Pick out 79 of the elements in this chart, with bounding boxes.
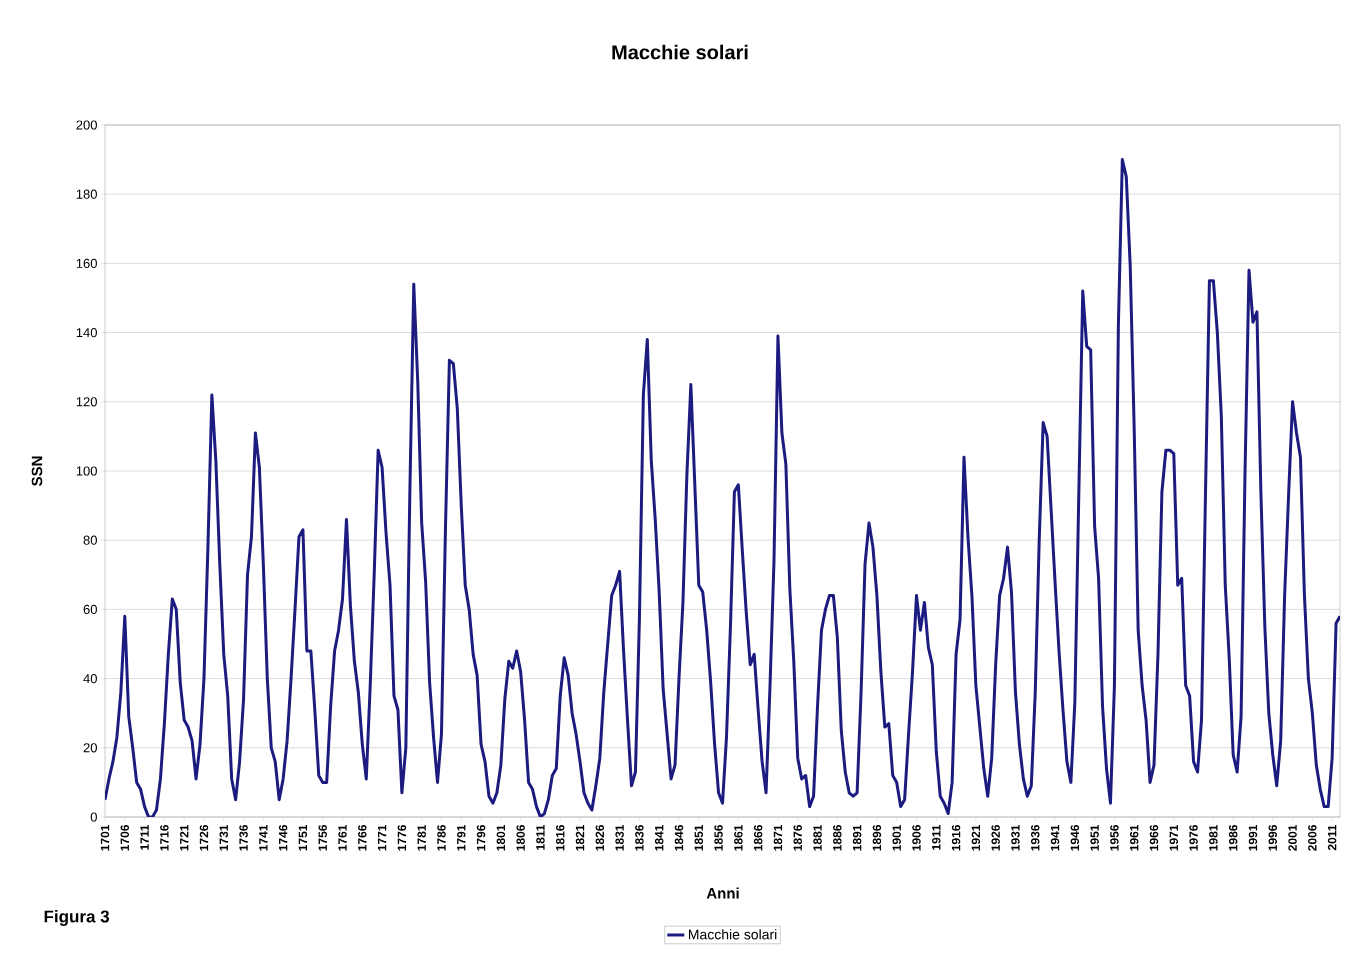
x-tick-label: 1956 (1110, 824, 1119, 851)
y-tick-label: 140 (76, 327, 97, 338)
y-tick-label: 200 (76, 120, 97, 130)
x-tick-label: 1896 (872, 824, 882, 851)
x-tick-label: 1776 (397, 824, 407, 851)
x-tick-label: 1796 (476, 824, 486, 851)
x-tick-label: 1966 (1149, 824, 1159, 851)
legend-label: Macchie solari (688, 929, 777, 940)
x-tick-label: 1951 (1090, 824, 1099, 851)
x-tick-label: 1801 (496, 824, 506, 851)
x-tick-label: 1981 (1209, 824, 1218, 851)
x-tick-label: 1866 (753, 824, 763, 851)
x-tick-label: 1711 (140, 824, 149, 850)
x-tick-label: 1756 (318, 824, 327, 851)
x-tick-label: 1741 (259, 824, 268, 851)
x-tick-label: 1861 (734, 824, 743, 851)
x-tick-label: 1946 (1070, 824, 1080, 851)
x-tick-label: 1871 (773, 824, 783, 851)
y-tick-label: 0 (90, 812, 97, 822)
x-tick-label: 1701 (100, 824, 110, 851)
y-tick-label: 120 (76, 397, 97, 407)
y-tick-label: 20 (83, 743, 97, 753)
y-tick-label: 40 (83, 673, 97, 684)
x-tick-label: 1821 (575, 824, 585, 851)
x-tick-label: 1876 (793, 824, 802, 851)
x-tick-label: 1781 (417, 824, 426, 851)
y-tick-label: 100 (76, 466, 97, 476)
x-tick-label: 1926 (991, 824, 1000, 851)
x-tick-label: 1811 (536, 824, 545, 850)
x-tick-label: 1816 (555, 824, 565, 851)
x-tick-label: 1851 (694, 824, 704, 851)
x-tick-label: 2001 (1288, 824, 1297, 851)
y-tick-label: 60 (83, 604, 97, 614)
x-tick-label: 1846 (674, 824, 684, 851)
x-tick-label: 1971 (1169, 824, 1179, 851)
x-tick-label: 1771 (377, 824, 387, 851)
y-tick-label: 80 (83, 535, 97, 545)
x-tick-label: 1826 (595, 824, 605, 851)
x-tick-label: 1886 (833, 824, 842, 851)
x-tick-label: 1706 (120, 824, 130, 851)
text: Figura 3 (44, 910, 110, 926)
x-tick-label: 1911 (932, 824, 941, 850)
x-tick-label: 2011 (1327, 824, 1337, 851)
x-tick-label: 1961 (1129, 824, 1139, 851)
x-tick-label: 1991 (1248, 824, 1258, 851)
x-tick-label: 1986 (1228, 824, 1238, 851)
x-tick-label: 1936 (1030, 824, 1040, 851)
x-tick-label: 1766 (358, 824, 367, 851)
x-tick-label: 1996 (1268, 824, 1277, 851)
x-tick-label: 1721 (179, 824, 189, 851)
y-tick-label: 180 (76, 189, 97, 199)
x-tick-label: 1901 (892, 824, 901, 851)
x-tick-label: 1716 (160, 824, 169, 851)
x-axis-title: Anni (706, 887, 739, 899)
x-tick-label: 1931 (1011, 824, 1020, 851)
x-tick-label: 1751 (298, 824, 308, 851)
x-tick-label: 1746 (278, 824, 288, 851)
x-tick-label: 1921 (971, 824, 981, 851)
x-tick-label: 1916 (951, 824, 961, 851)
x-tick-label: 1806 (516, 824, 525, 851)
x-tick-label: 1881 (813, 824, 822, 851)
x-tick-label: 1831 (615, 824, 624, 851)
x-tick-label: 1856 (714, 824, 723, 851)
chart-title: Macchie solari (612, 44, 748, 60)
y-axis-title: SSN (31, 456, 43, 486)
x-tick-label: 1976 (1189, 824, 1198, 851)
x-tick-label: 1726 (199, 824, 209, 851)
x-tick-label: 1761 (338, 824, 347, 851)
x-tick-label: 1786 (437, 824, 446, 851)
x-tick-label: 2006 (1308, 824, 1317, 851)
y-tick-label: 160 (76, 258, 97, 268)
x-tick-label: 1891 (852, 824, 862, 851)
x-tick-label: 1906 (912, 824, 921, 851)
x-tick-label: 1791 (457, 824, 466, 851)
x-tick-label: 1736 (239, 824, 248, 851)
x-tick-label: 1941 (1050, 824, 1060, 851)
x-tick-label: 1731 (219, 824, 229, 851)
x-tick-label: 1841 (654, 824, 664, 851)
x-tick-label: 1836 (635, 824, 644, 851)
